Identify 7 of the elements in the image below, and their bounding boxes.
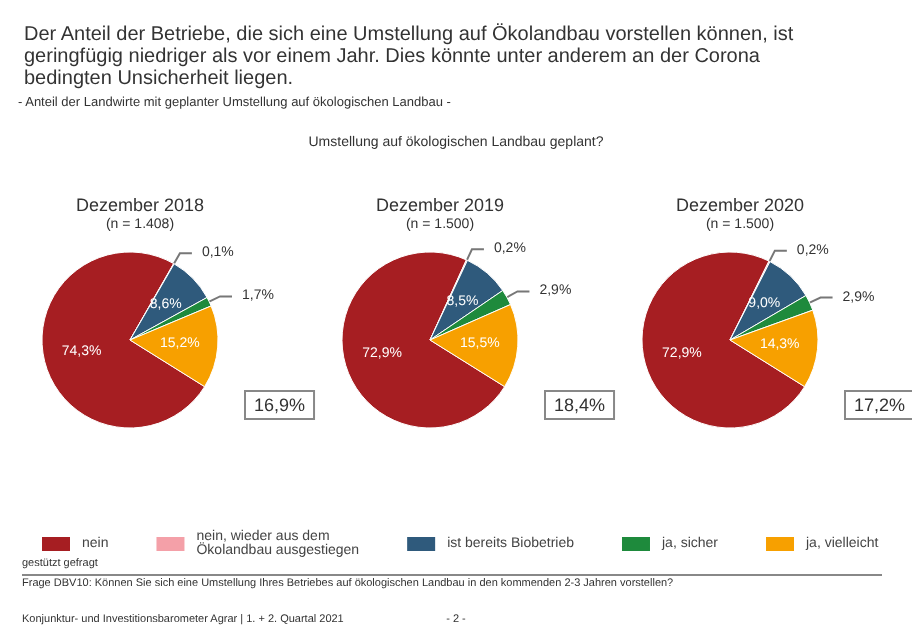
text: 16,9% — [254, 395, 306, 415]
text: 18,4% — [554, 395, 606, 415]
chart-title: Der Anteil der Betriebe, die sich eine Umstellung auf Ökolandbau vorstellen können, ist geringfügig niedriger als vor einem Jahr. Dies könnte unter anderem an der Corona bedingten Unsicherheit liegen. — [24, 24, 796, 90]
slice-label: Dezember 2020 — [675, 195, 805, 215]
text: 17,2% — [854, 395, 906, 415]
slice-label: Dezember 2019 — [375, 195, 505, 215]
slice-label: Dezember 2018 — [75, 195, 205, 215]
